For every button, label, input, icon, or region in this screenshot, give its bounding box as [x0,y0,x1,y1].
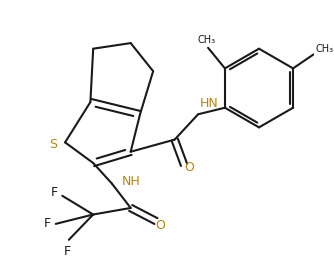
Text: S: S [49,138,57,151]
Text: F: F [50,186,57,199]
Text: HN: HN [200,97,219,110]
Text: NH: NH [121,175,140,188]
Text: O: O [185,161,195,174]
Text: F: F [63,245,70,259]
Text: O: O [156,219,166,232]
Text: CH₃: CH₃ [316,44,334,54]
Text: CH₃: CH₃ [197,35,215,45]
Text: F: F [44,218,51,230]
